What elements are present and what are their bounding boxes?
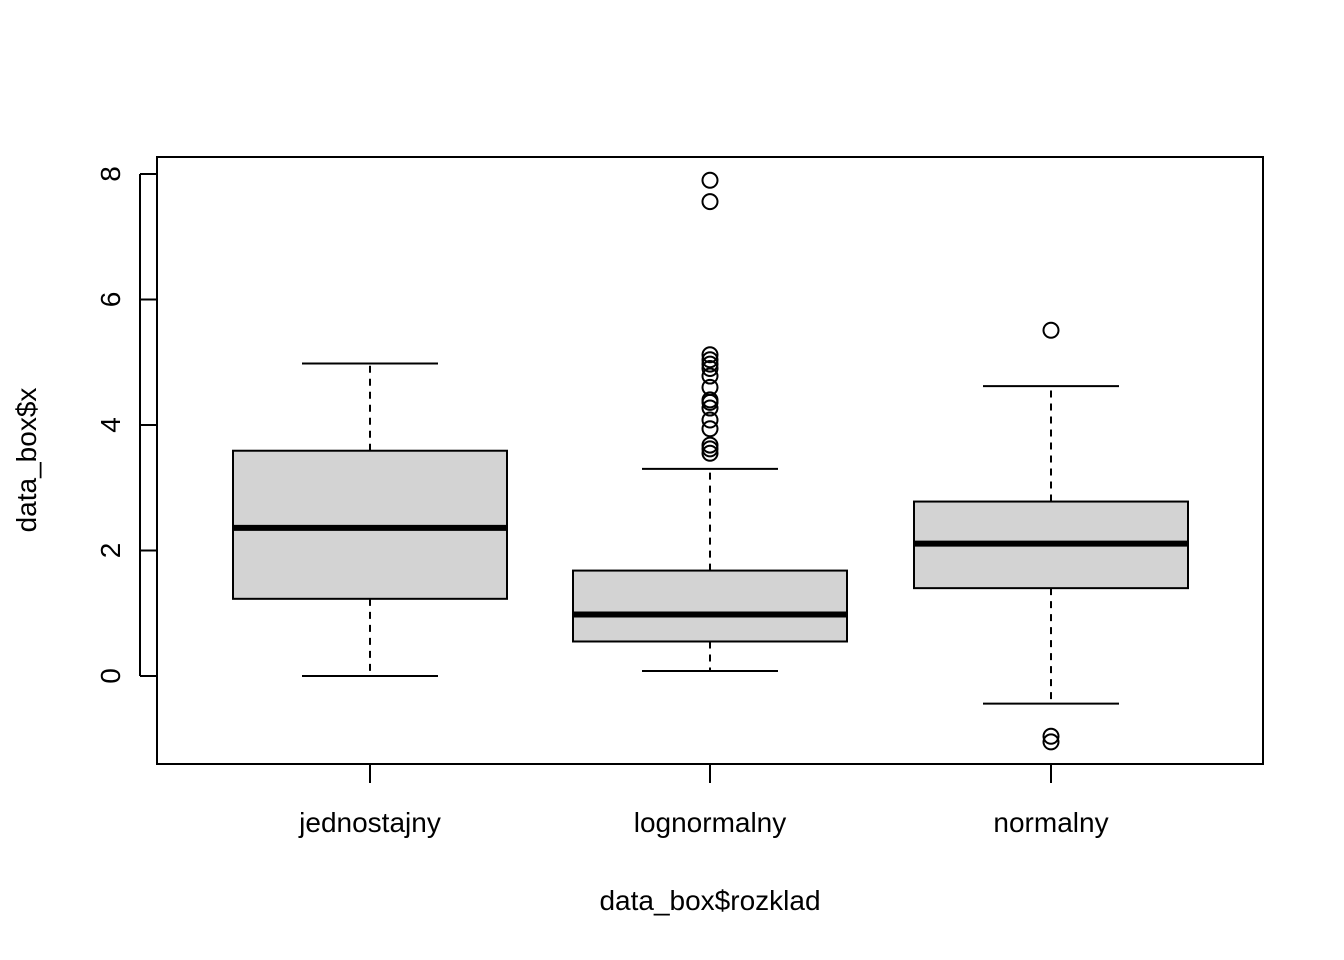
outlier-point [701, 346, 719, 364]
outlier-point [701, 393, 719, 411]
box-group-lognormalny [572, 171, 848, 672]
outlier-point [701, 411, 719, 429]
plot-layer [232, 171, 1189, 751]
y-axis: 0 2 4 6 8 [95, 166, 157, 684]
x-tick-label: jednostajny [298, 807, 441, 838]
y-tick-label: 0 [95, 668, 126, 684]
outlier-point [701, 444, 719, 462]
outlier-point [701, 399, 719, 417]
x-axis-title: data_box$rozklad [599, 885, 820, 916]
x-tick-label: lognormalny [634, 807, 787, 838]
outlier-point [701, 355, 719, 373]
outlier-point [1042, 321, 1060, 339]
iqr-box [572, 569, 848, 643]
outlier-point [701, 193, 719, 211]
outlier-point [701, 360, 719, 378]
iqr-box [232, 449, 508, 600]
x-axis: jednostajny lognormalny normalny [298, 763, 1109, 838]
outlier-point [701, 440, 719, 458]
y-tick-label: 4 [95, 417, 126, 433]
box-group-jednostajny [232, 362, 508, 677]
y-tick-label: 6 [95, 292, 126, 308]
outlier-point [701, 351, 719, 369]
y-tick-label: 2 [95, 543, 126, 559]
outlier-point [1042, 727, 1060, 745]
y-tick-label: 8 [95, 166, 126, 182]
outlier-point [701, 367, 719, 385]
x-tick-label: normalny [993, 807, 1108, 838]
outlier-point [701, 171, 719, 189]
outlier-point [701, 420, 719, 438]
box-group-normalny [913, 321, 1189, 751]
outlier-point [1042, 733, 1060, 751]
y-axis-title: data_box$x [11, 388, 42, 533]
